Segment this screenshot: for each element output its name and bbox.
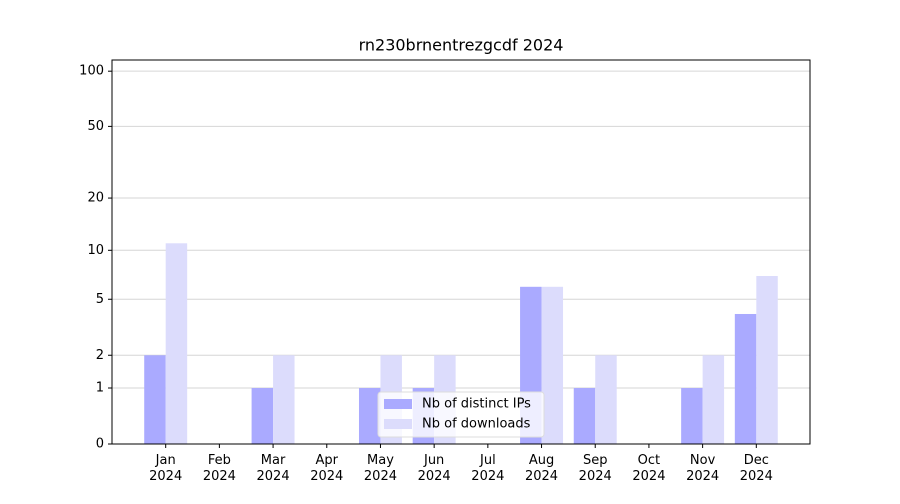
x-tick-label: Nov 2024 <box>686 453 719 484</box>
y-tick-label: 10 <box>87 243 104 258</box>
chart-title: rn230brnentrezgcdf 2024 <box>359 36 564 55</box>
plot-frame <box>111 59 811 445</box>
y-tick-label: 0 <box>96 437 104 452</box>
x-tick-label: Jul 2024 <box>471 453 504 484</box>
legend-box <box>377 391 545 438</box>
y-tick-label: 5 <box>96 292 104 307</box>
x-tick-label: Apr 2024 <box>310 453 343 484</box>
y-tick-label: 20 <box>87 191 104 206</box>
y-tick-label: 2 <box>96 348 104 363</box>
x-tick-label: Aug 2024 <box>525 453 558 484</box>
y-tick-label: 100 <box>79 64 104 79</box>
x-tick-label: May 2024 <box>364 453 397 484</box>
y-tick-label: 50 <box>87 119 104 134</box>
bar <box>702 355 725 444</box>
x-tick-label: Sep 2024 <box>579 453 612 484</box>
legend-swatch <box>384 419 412 429</box>
bar <box>595 355 617 444</box>
x-tick-label: Mar 2024 <box>257 453 290 484</box>
legend-label: Nb of distinct IPs <box>422 397 531 412</box>
bar <box>165 243 188 444</box>
x-tick-label: Dec 2024 <box>740 453 773 484</box>
bar <box>734 313 757 444</box>
bar <box>144 355 166 444</box>
bar <box>541 286 564 444</box>
x-tick-label: Oct 2024 <box>632 453 665 484</box>
legend-label: Nb of downloads <box>422 417 531 432</box>
bar <box>573 388 596 444</box>
x-tick-label: Jan 2024 <box>149 453 182 484</box>
y-tick-label: 1 <box>96 381 104 396</box>
x-tick-label: Feb 2024 <box>203 453 236 484</box>
bar <box>358 388 381 444</box>
bar <box>273 355 295 444</box>
legend-swatch <box>384 399 412 409</box>
x-tick-label: Jun 2024 <box>418 453 451 484</box>
bar <box>756 276 778 444</box>
bar <box>681 388 703 444</box>
bar <box>251 388 274 444</box>
